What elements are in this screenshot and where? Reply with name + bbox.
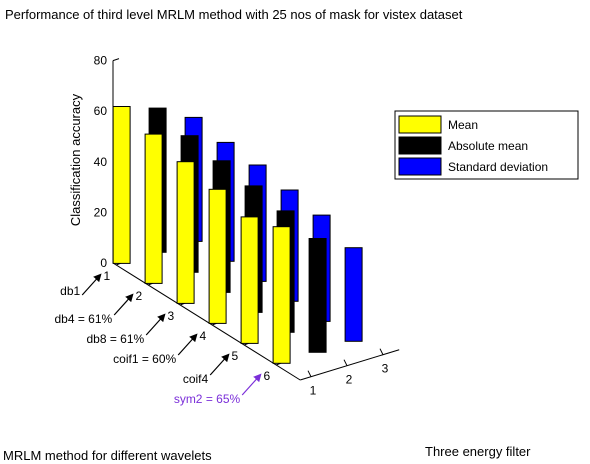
x-tick-label: 1 bbox=[104, 269, 111, 283]
annotation-label: sym2 = 65% bbox=[174, 392, 241, 406]
bar-mean-6 bbox=[272, 226, 291, 364]
y-tick-label: 3 bbox=[382, 362, 389, 376]
bar-mean-5 bbox=[240, 216, 259, 344]
x-axis-line bbox=[112, 262, 301, 381]
z-axis-label: Classification accuracy bbox=[68, 93, 83, 226]
annotation-arrow bbox=[81, 273, 102, 296]
annotations: db1 db4 = 61% db8 = 61% coif1 = 60% coif4 sym… bbox=[54, 273, 262, 406]
bar-mean-1 bbox=[112, 106, 131, 264]
legend-swatch bbox=[398, 136, 442, 155]
legend-entry: Standard deviation bbox=[448, 160, 548, 174]
y-tick-label: 1 bbox=[310, 384, 317, 398]
axes: 0 20 40 60 80 1 2 3 4 5 6 1 2 3 bbox=[94, 54, 400, 398]
legend: Mean Absolute mean Standard deviation bbox=[394, 110, 579, 180]
y-axis-label: Three energy filter bbox=[425, 444, 531, 459]
legend-entry: Mean bbox=[448, 118, 478, 132]
chart-title: Performance of third level MRLM method w… bbox=[5, 7, 463, 22]
annotation-label: coif4 bbox=[183, 372, 209, 386]
annotation-label: db8 = 61% bbox=[86, 332, 144, 346]
bar-mean-2 bbox=[144, 133, 163, 284]
x-tick-label: 5 bbox=[232, 349, 239, 363]
y-tick bbox=[343, 359, 348, 366]
bar-mean-3 bbox=[176, 161, 195, 304]
z-tick bbox=[112, 58, 120, 62]
annotation-arrow bbox=[145, 313, 166, 336]
bar-standard-deviation-6 bbox=[344, 247, 363, 342]
x-tick-label: 2 bbox=[136, 289, 143, 303]
legend-swatch bbox=[398, 115, 442, 134]
bar-mean-4 bbox=[208, 188, 227, 324]
annotation-arrow bbox=[209, 353, 230, 376]
z-tick-label: 0 bbox=[100, 256, 107, 270]
legend-swatch bbox=[398, 157, 442, 176]
x-axis-label: MRLM method for different wavelets bbox=[3, 448, 212, 463]
legend-entry: Absolute mean bbox=[448, 139, 528, 153]
z-tick-label: 60 bbox=[94, 104, 108, 118]
y-tick bbox=[379, 348, 384, 355]
annotation-label: db4 = 61% bbox=[54, 312, 112, 326]
z-tick-label: 80 bbox=[94, 54, 108, 68]
y-tick-label: 2 bbox=[346, 373, 353, 387]
annotation-arrow bbox=[113, 293, 134, 316]
z-tick-label: 20 bbox=[94, 205, 108, 219]
y-tick bbox=[307, 370, 312, 377]
x-tick-label: 3 bbox=[168, 309, 175, 323]
bar-absolute-mean-6 bbox=[308, 238, 327, 353]
annotation-label: db1 bbox=[60, 284, 80, 298]
x-tick-label: 6 bbox=[264, 369, 271, 383]
annotation-label: coif1 = 60% bbox=[113, 352, 176, 366]
annotation-arrow bbox=[177, 333, 198, 356]
annotation-arrow bbox=[241, 373, 262, 396]
x-tick-label: 4 bbox=[200, 329, 207, 343]
bars bbox=[112, 106, 363, 364]
z-tick-label: 40 bbox=[94, 155, 108, 169]
